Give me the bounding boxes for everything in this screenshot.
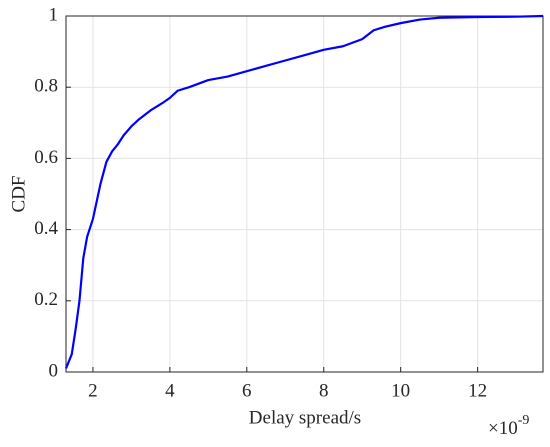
x-tick-label: 8 <box>319 380 329 401</box>
y-axis-label: CDF <box>8 176 29 213</box>
y-tick-label: 0.4 <box>34 218 58 239</box>
x-tick-label: 10 <box>391 380 410 401</box>
x-scale-exponent: -9 <box>518 413 530 428</box>
x-tick-label: 2 <box>88 380 98 401</box>
x-scale-label: ×10-9 <box>488 413 529 439</box>
y-tick-label: 1 <box>49 4 59 25</box>
x-tick-label: 6 <box>242 380 252 401</box>
x-axis-label: Delay spread/s <box>249 407 361 428</box>
y-tick-label: 0.6 <box>34 147 58 168</box>
y-tick-label: 0 <box>49 360 59 381</box>
cdf-line <box>64 14 544 369</box>
x-scale-base: ×10 <box>488 418 518 439</box>
plot-frame <box>65 15 544 373</box>
x-tick-label: 4 <box>165 380 175 401</box>
x-tick-label: 12 <box>468 380 487 401</box>
y-tick-label: 0.2 <box>34 289 58 310</box>
y-tick-label: 0.8 <box>34 76 58 97</box>
